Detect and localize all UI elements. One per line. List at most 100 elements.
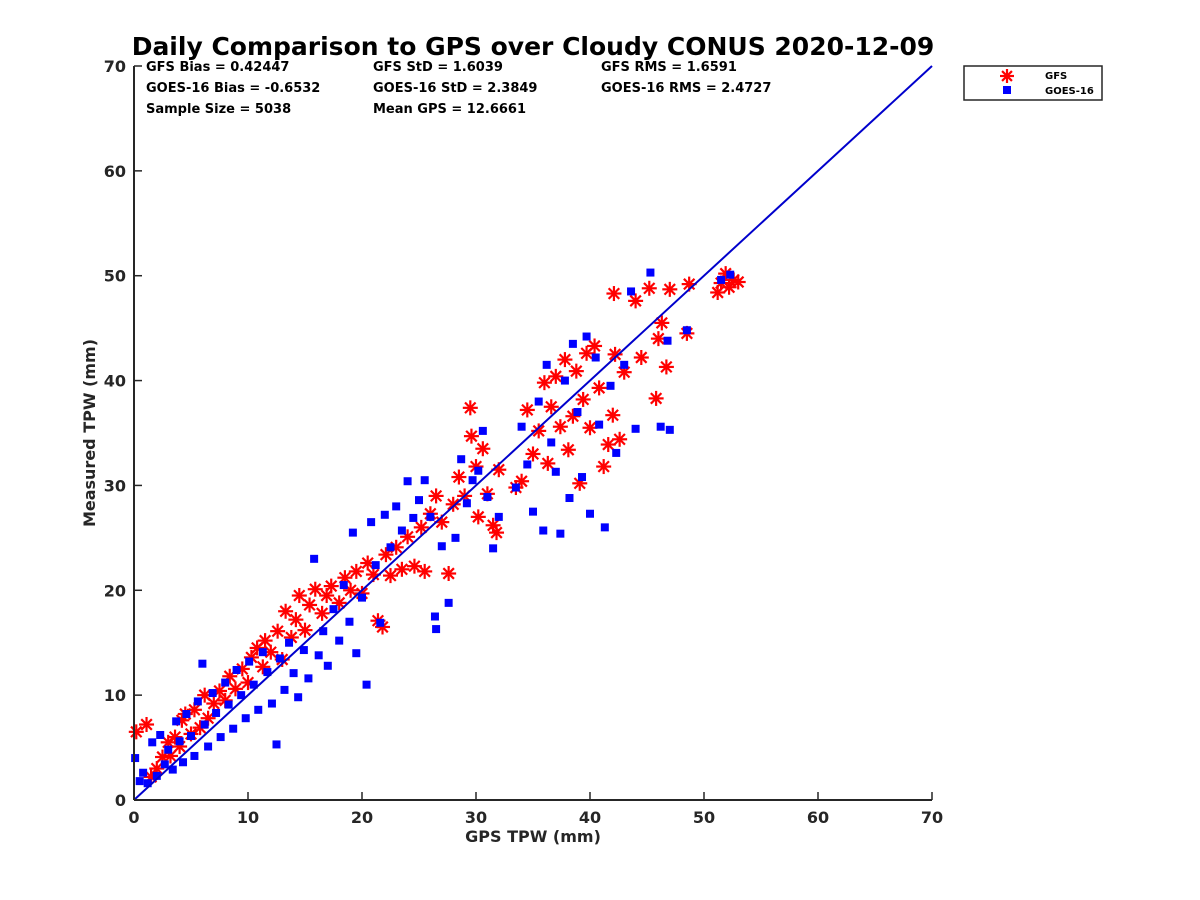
goes16-point [631,424,640,433]
legend-box [963,65,1103,101]
goes16-point [511,483,520,492]
goes16-point [451,533,460,542]
stat-annotation: GOES-16 Bias = -0.6532 [146,81,320,96]
goes16-point [182,710,191,719]
goes16-point [245,657,254,666]
goes16-point [432,625,441,634]
x-tick-label: 20 [351,808,373,827]
x-tick-label: 60 [807,808,829,827]
goes16-point [606,381,615,390]
goes16-point [358,593,366,602]
goes16-point [275,654,284,663]
goes16-point [216,733,225,742]
goes16-point [164,745,173,754]
goes16-point [212,708,221,717]
gfs-point [606,286,622,302]
goes16-point [143,779,152,788]
stat-annotation: Mean GPS = 12.6661 [373,102,526,117]
goes16-point [294,693,303,702]
gfs-point [167,729,183,745]
goes16-point [179,758,188,767]
gfs-point [288,612,304,628]
goes16-point [362,680,371,689]
legend-gfs-marker [1000,69,1014,83]
goes16-point [489,544,498,553]
gfs-point [314,605,330,621]
gfs-point [297,622,313,638]
chart-title: Daily Comparison to GPS over Cloudy CONU… [132,32,935,61]
goes16-point [156,730,165,739]
gfs-point [445,496,461,512]
goes16-point [289,669,298,678]
goes16-point [483,492,492,501]
goes16-point [426,512,435,521]
goes16-point [335,636,344,645]
x-tick-label: 50 [693,808,715,827]
goes16-point [578,473,587,482]
goes16-point [135,777,144,786]
gfs-point [575,391,591,407]
goes16-point [267,699,276,708]
gfs-point [543,399,559,415]
goes16-point [591,353,600,362]
gfs-point [270,623,286,639]
goes16-point [160,760,169,769]
goes16-point [229,724,238,733]
y-tick-label: 50 [104,267,126,286]
legend-goes16-label: GOES-16 [1045,86,1094,97]
goes16-point [539,526,548,535]
gfs-point [612,431,628,447]
goes16-point [172,717,181,726]
stat-annotation: GOES-16 RMS = 2.4727 [601,81,771,96]
goes16-point [437,542,446,551]
goes16-point [542,360,551,369]
goes16-point [392,502,401,511]
gfs-point [383,568,398,584]
goes16-point [272,740,281,749]
goes16-point [551,467,560,476]
goes16-point [221,678,230,687]
goes16-point [314,651,323,660]
gfs-point [291,588,307,604]
goes16-point [224,700,233,709]
legend-gfs-label: GFS [1045,71,1067,82]
gfs-point [489,525,505,541]
goes16-point [200,720,209,729]
goes16-point [198,659,207,668]
goes16-point [304,674,313,683]
goes16-point [582,332,591,341]
gfs-point [531,423,547,439]
gfs-point [475,441,491,457]
goes16-point [717,275,726,284]
goes16-point [612,448,621,457]
goes16-point [494,512,503,521]
goes16-point [409,513,418,522]
goes16-point [517,422,526,431]
goes16-point [352,649,361,658]
axes: 0 10 20 30 40 50 60 70 0 10 20 30 40 50 60 70 [104,57,943,827]
goes16-point [241,714,250,723]
gfs-point [591,380,607,396]
gfs-point [560,442,576,458]
gfs-point [128,724,144,740]
gfs-point [582,420,598,436]
goes16-point [573,408,582,417]
goes16-point [726,270,735,279]
gfs-point [451,469,467,485]
gfs-point [162,748,178,764]
stat-annotation: Sample Size = 5038 [146,102,291,117]
gfs-point [607,346,623,362]
goes16-point [556,529,565,538]
goes16-series-markers [131,268,735,788]
plot-area [128,65,933,801]
goes16-point [367,518,376,527]
goes16-point [646,268,655,277]
goes16-point [168,765,177,774]
goes16-point [386,543,395,552]
goes16-point [148,738,157,747]
goes16-point [187,732,195,741]
gfs-point [206,696,222,712]
goes16-point [682,326,691,335]
goes16-point [319,627,328,636]
